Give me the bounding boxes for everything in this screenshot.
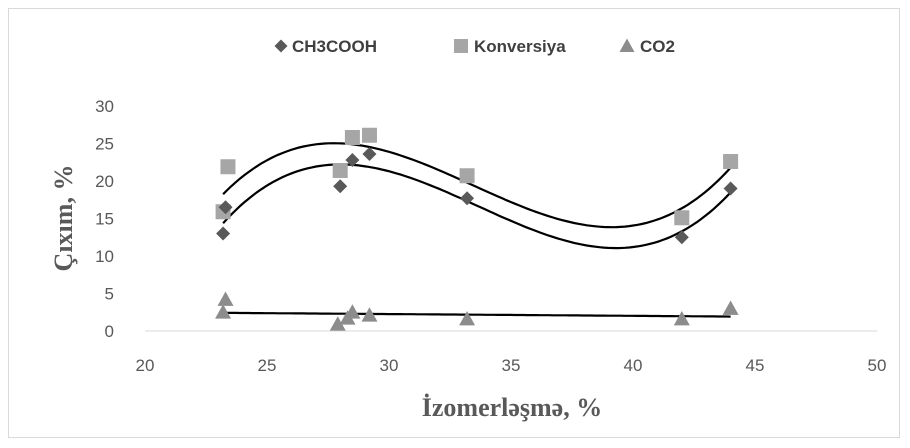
point-konversiya xyxy=(361,127,377,143)
y-tick-label: 25 xyxy=(95,135,114,154)
point-co2 xyxy=(722,300,739,315)
x-tick-label: 35 xyxy=(502,356,521,375)
y-tick-label: 10 xyxy=(95,247,114,266)
point-konversiya xyxy=(674,210,690,226)
legend-label: CO2 xyxy=(640,37,675,56)
point-konversiya xyxy=(723,154,739,169)
chart-frame xyxy=(8,8,900,438)
point-konversiya xyxy=(332,163,348,178)
legend-label: CH3COOH xyxy=(292,37,377,56)
y-tick-label: 20 xyxy=(95,172,114,191)
x-tick-label: 45 xyxy=(746,356,765,375)
trendline-co2 xyxy=(223,311,731,318)
point-co2 xyxy=(459,311,476,326)
trendline-ch3cooh xyxy=(222,163,732,250)
y-tick-label: 0 xyxy=(105,322,114,341)
point-ch3cooh xyxy=(674,230,689,245)
point-konversiya xyxy=(344,130,360,145)
x-tick-label: 25 xyxy=(258,356,277,375)
point-ch3cooh xyxy=(218,200,233,215)
point-co2 xyxy=(361,307,378,322)
point-co2 xyxy=(344,304,361,319)
point-konversiya xyxy=(459,168,475,184)
point-ch3cooh xyxy=(333,179,348,194)
trendline-konversiya xyxy=(222,142,732,229)
point-co2 xyxy=(215,304,232,319)
y-tick-label: 30 xyxy=(95,97,114,116)
point-ch3cooh xyxy=(723,181,738,196)
point-ch3cooh xyxy=(362,147,377,161)
point-co2 xyxy=(673,311,690,326)
point-konversiya xyxy=(220,159,236,175)
x-tick-label: 40 xyxy=(624,356,643,375)
y-axis-title: Çıxım, % xyxy=(49,165,78,272)
y-tick-label: 5 xyxy=(105,285,114,304)
x-tick-label: 20 xyxy=(136,356,155,375)
point-ch3cooh xyxy=(460,191,475,206)
point-co2 xyxy=(329,316,346,331)
legend-marker-ch3cooh xyxy=(274,39,288,53)
legend-marker-konversiya xyxy=(454,39,468,53)
point-ch3cooh xyxy=(345,153,360,167)
x-axis-title: İzomerləşmə, % xyxy=(422,393,602,422)
x-tick-label: 30 xyxy=(380,356,399,375)
legend-marker-co2 xyxy=(619,38,635,52)
y-tick-label: 15 xyxy=(95,210,114,229)
x-tick-label: 50 xyxy=(868,356,887,375)
legend-label: Konversiya xyxy=(474,37,566,56)
point-co2 xyxy=(217,291,234,306)
point-ch3cooh xyxy=(216,226,231,241)
